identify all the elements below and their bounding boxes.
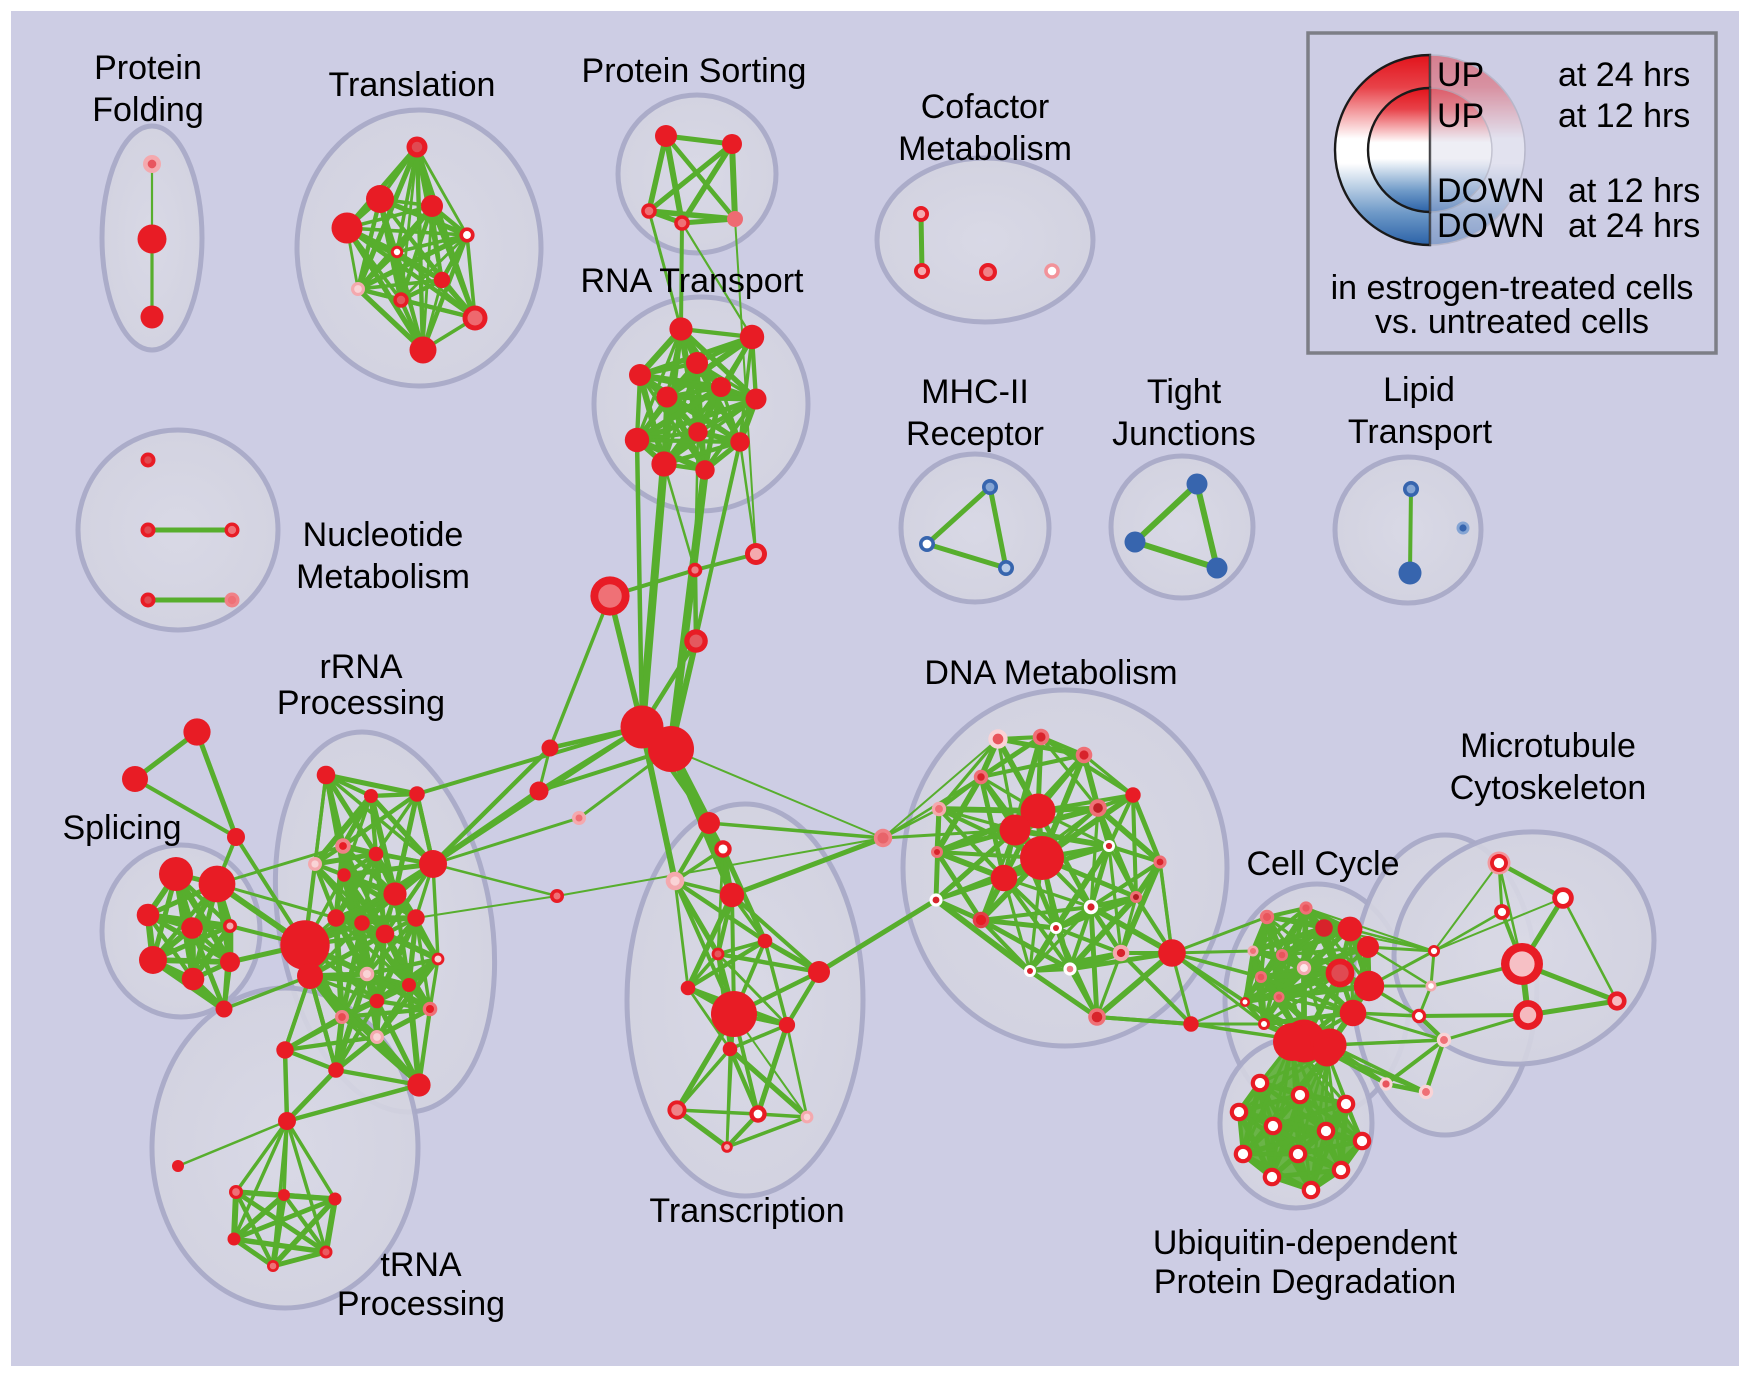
svg-text:MHC-II: MHC-II (921, 373, 1029, 411)
svg-text:Nucleotide: Nucleotide (303, 516, 464, 554)
svg-text:Cell Cycle: Cell Cycle (1246, 845, 1399, 883)
svg-text:DNA Metabolism: DNA Metabolism (924, 654, 1177, 692)
svg-text:at 12 hrs: at 12 hrs (1558, 97, 1690, 135)
svg-text:RNA Transport: RNA Transport (581, 262, 805, 300)
svg-text:at 24 hrs: at 24 hrs (1558, 56, 1690, 94)
svg-text:Cofactor: Cofactor (921, 88, 1050, 126)
svg-text:Translation: Translation (329, 66, 496, 104)
svg-text:DOWN: DOWN (1437, 207, 1545, 245)
svg-text:Metabolism: Metabolism (898, 130, 1072, 168)
svg-text:Receptor: Receptor (906, 415, 1044, 453)
svg-text:in estrogen-treated cells: in estrogen-treated cells (1331, 269, 1694, 307)
svg-text:UP: UP (1437, 56, 1484, 94)
svg-text:UP: UP (1437, 97, 1484, 135)
svg-text:vs. untreated cells: vs. untreated cells (1375, 303, 1649, 341)
svg-text:Cytoskeleton: Cytoskeleton (1450, 769, 1647, 807)
svg-text:Protein Degradation: Protein Degradation (1154, 1263, 1456, 1301)
svg-text:Transport: Transport (1348, 413, 1493, 451)
svg-text:Processing: Processing (277, 684, 445, 722)
svg-text:Folding: Folding (92, 91, 204, 129)
svg-text:Microtubule: Microtubule (1460, 727, 1636, 765)
svg-text:at 12 hrs: at 12 hrs (1568, 172, 1700, 210)
svg-text:Tight: Tight (1147, 373, 1222, 411)
svg-text:Protein Sorting: Protein Sorting (582, 52, 807, 90)
svg-text:Metabolism: Metabolism (296, 558, 470, 596)
svg-text:Processing: Processing (337, 1285, 505, 1323)
svg-text:tRNA: tRNA (380, 1246, 462, 1284)
svg-text:Junctions: Junctions (1112, 415, 1256, 453)
svg-text:Splicing: Splicing (62, 809, 181, 847)
svg-text:DOWN: DOWN (1437, 172, 1545, 210)
svg-text:Ubiquitin-dependent: Ubiquitin-dependent (1153, 1224, 1458, 1262)
svg-text:Protein: Protein (94, 49, 202, 87)
svg-text:Lipid: Lipid (1383, 371, 1455, 409)
svg-text:Transcription: Transcription (649, 1192, 844, 1230)
svg-text:rRNA: rRNA (319, 648, 402, 686)
svg-text:at 24 hrs: at 24 hrs (1568, 207, 1700, 245)
